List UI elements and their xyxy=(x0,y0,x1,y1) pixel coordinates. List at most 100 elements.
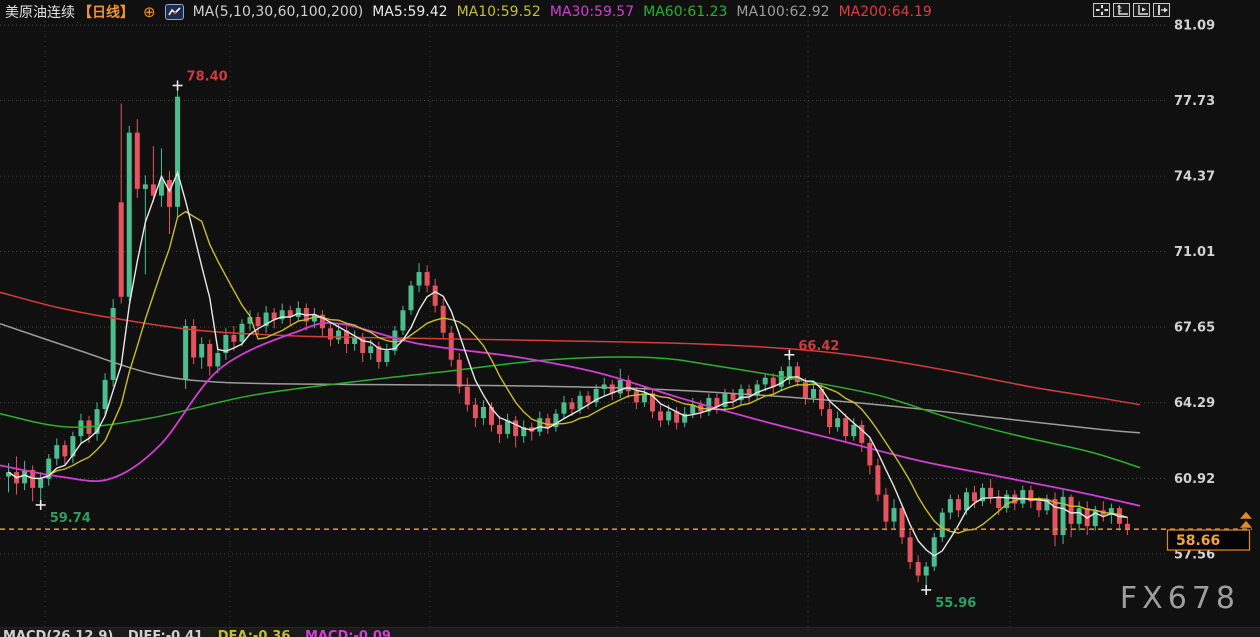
candle-body xyxy=(666,411,672,421)
candle-body xyxy=(569,402,575,410)
candle-body xyxy=(955,499,961,511)
candle-body xyxy=(497,424,503,434)
candle-body xyxy=(134,132,140,189)
candle-body xyxy=(561,402,567,414)
candle-body xyxy=(22,469,28,484)
candle-body xyxy=(674,411,680,423)
candle-body xyxy=(126,132,132,297)
candle-body xyxy=(1076,508,1082,524)
macd-dea-value: DEA:-0.36 xyxy=(217,629,291,637)
candle-body xyxy=(883,494,889,522)
y-axis-label: 71.01 xyxy=(1174,245,1215,260)
candle-body xyxy=(1052,499,1058,536)
pan-icon[interactable] xyxy=(1093,3,1110,17)
candle-body xyxy=(199,343,205,358)
watermark: FX678 xyxy=(1119,581,1240,616)
candle-body xyxy=(1108,508,1114,515)
candle-body xyxy=(102,379,108,410)
candle-body xyxy=(70,436,76,457)
candle-body xyxy=(175,96,181,207)
candle-body xyxy=(859,424,865,443)
candle-body xyxy=(1036,501,1042,511)
chart-header: 美原油连续 【日线】 ⊕ MA(5,10,30,60,100,200) MA5:… xyxy=(5,2,932,22)
candle-body xyxy=(319,314,325,329)
y-axis-label: 67.65 xyxy=(1174,321,1215,336)
candle-body xyxy=(601,384,607,389)
time-axis-scale-icon[interactable] xyxy=(1133,3,1150,17)
candle-body xyxy=(1092,510,1098,527)
candle-body xyxy=(754,384,760,396)
ma100-line xyxy=(0,323,1141,434)
macd-indicator-label[interactable]: MACD(26,12,9) xyxy=(3,629,114,637)
candle-body xyxy=(867,442,873,466)
candle-body xyxy=(376,346,382,362)
candle-body xyxy=(432,285,438,306)
candle-body xyxy=(553,413,559,428)
y-axis-label: 60.92 xyxy=(1174,472,1215,487)
candle-body xyxy=(794,366,800,383)
candle-body xyxy=(891,508,897,522)
candle-body xyxy=(802,382,808,398)
candle-body xyxy=(851,424,857,437)
candle-body xyxy=(505,420,511,434)
candle-body xyxy=(585,395,591,403)
candle-body xyxy=(577,395,583,410)
candle-body xyxy=(641,393,647,403)
candle-body xyxy=(110,308,116,380)
price-annotation: 66.42 xyxy=(798,339,839,354)
macd-diff-value: DIFF:-0.41 xyxy=(127,629,204,637)
candle-body xyxy=(448,332,454,360)
candle-body xyxy=(931,537,937,567)
price-axis-scale-icon[interactable] xyxy=(1113,3,1130,17)
candle-body xyxy=(456,359,462,387)
y-axis-label: 77.73 xyxy=(1174,94,1215,109)
candle-body xyxy=(714,397,720,407)
candle-body xyxy=(617,379,623,394)
candle-body xyxy=(947,499,953,513)
indicator-chart-icon[interactable] xyxy=(164,4,184,20)
period-label[interactable]: 【日线】 xyxy=(78,5,134,21)
y-axis-label: 57.56 xyxy=(1174,547,1215,562)
y-axis-label: 81.09 xyxy=(1174,19,1215,34)
collapse-axis-icon[interactable] xyxy=(1153,3,1170,17)
candle-body xyxy=(416,272,422,286)
candle-body xyxy=(835,418,841,428)
candle-body xyxy=(46,458,52,479)
ma10-value: MA10:59.52 xyxy=(456,4,541,20)
candle-body xyxy=(923,566,929,576)
add-indicator-icon[interactable]: ⊕ xyxy=(143,2,156,21)
candle-body xyxy=(625,379,631,392)
candle-body xyxy=(480,406,486,419)
candle-body xyxy=(996,496,1002,509)
candle-body xyxy=(94,409,100,434)
candle-body xyxy=(464,386,470,405)
candle-body xyxy=(770,377,776,387)
ma60-value: MA60:61.23 xyxy=(643,4,728,20)
candle-body xyxy=(521,427,527,437)
macd-pane: MACD(26,12,9) DIFF:-0.41 DEA:-0.36 MACD:… xyxy=(0,627,1260,637)
candle-body xyxy=(537,418,543,432)
ma30-line xyxy=(0,321,1141,507)
candle-body xyxy=(360,337,366,353)
candle-body xyxy=(658,411,664,421)
candle-body xyxy=(650,393,655,412)
candle-body xyxy=(730,393,736,401)
candle-body xyxy=(118,202,124,297)
candle-body xyxy=(167,179,172,207)
candle-body xyxy=(440,305,446,333)
ma-settings-label[interactable]: MA(5,10,30,60,100,200) xyxy=(192,4,364,20)
candle-body xyxy=(215,352,221,367)
ma60-line xyxy=(0,356,1141,469)
candle-body xyxy=(271,312,277,320)
candle-body xyxy=(690,404,696,414)
candle-body xyxy=(191,326,197,358)
candle-body xyxy=(183,326,189,380)
candle-body xyxy=(311,314,317,322)
candle-body xyxy=(279,310,285,320)
candle-body xyxy=(875,465,881,495)
y-axis-label: 64.29 xyxy=(1174,396,1215,411)
candle-body xyxy=(408,285,414,311)
last-price-box xyxy=(1166,529,1251,551)
last-price-value: 58.66 xyxy=(1176,533,1220,549)
